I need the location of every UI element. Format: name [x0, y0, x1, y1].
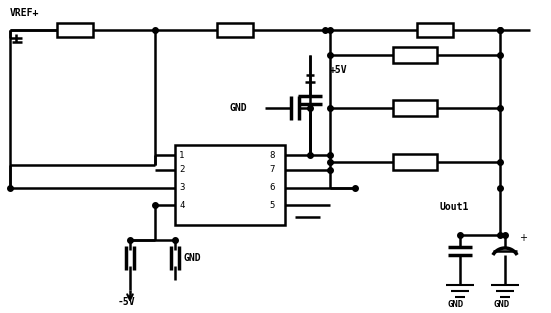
Text: GND: GND	[230, 103, 247, 113]
Text: 6: 6	[269, 183, 274, 192]
Text: Uout1: Uout1	[440, 202, 469, 212]
Text: +5V: +5V	[330, 65, 348, 75]
Bar	[393, 154, 437, 170]
Bar	[57, 23, 93, 37]
Text: +: +	[519, 233, 527, 243]
Text: -5V: -5V	[118, 297, 136, 307]
Text: 3: 3	[179, 183, 185, 192]
Bar	[417, 23, 453, 37]
Bar	[393, 100, 437, 116]
Bar	[393, 47, 437, 63]
Text: 8: 8	[269, 151, 274, 160]
Text: GND: GND	[183, 253, 201, 263]
Text: 4: 4	[179, 201, 185, 209]
Text: 5: 5	[269, 201, 274, 209]
Bar	[175, 145, 285, 225]
Text: GND: GND	[448, 300, 464, 309]
Text: GND: GND	[493, 300, 509, 309]
Text: 1: 1	[179, 151, 185, 160]
Text: 2: 2	[179, 166, 185, 175]
Text: 7: 7	[269, 166, 274, 175]
Bar	[217, 23, 253, 37]
Text: VREF+: VREF+	[10, 8, 39, 18]
